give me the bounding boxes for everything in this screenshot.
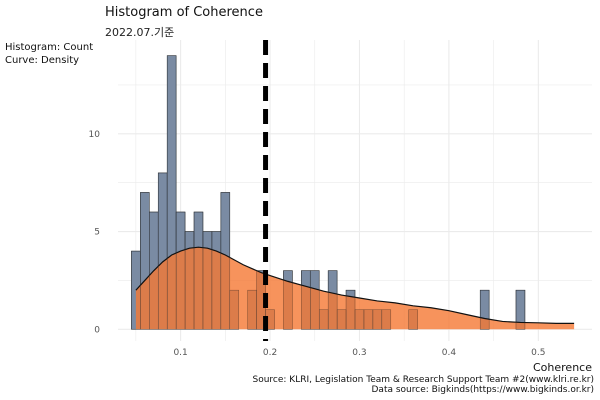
histogram-bar-outline [515,289,526,330]
x-tick-label: 0.2 [263,348,277,358]
x-tick-label: 0.5 [531,348,545,358]
histogram-bar-outline [310,270,320,330]
histogram-bar-outline [327,270,338,330]
histogram-bar-outline [408,309,418,330]
density-curve [135,246,575,325]
caption-data-source: Data source: Bigkinds(https://www.bigkin… [371,385,595,395]
histogram-bar-outline [229,289,239,330]
chart-title: Histogram of Coherence [105,5,263,20]
histogram-bar-outline [166,55,177,330]
x-tick-label: 0.3 [352,348,366,358]
density-area [135,247,575,330]
caption-source: Source: KLRI, Legislation Team & Researc… [252,375,594,385]
y-label-line-histogram: Histogram: Count [5,42,94,53]
density-layer [131,55,575,330]
x-tick-label: 0.1 [173,348,187,358]
histogram-bar-outline [381,309,391,330]
tick-labels: 0.1 0.2 0.3 0.4 0.5 0 5 10 [89,130,546,358]
histogram-bar-outline [283,270,293,330]
y-tick-label: 10 [89,130,101,140]
y-tick-label: 0 [94,325,100,335]
x-tick-label: 0.4 [442,348,457,358]
y-tick-label: 5 [94,228,100,238]
y-axis-label: Histogram: Count Curve: Density [5,41,93,67]
caption: Source: KLRI, Legislation Team & Researc… [252,375,594,395]
chart-subtitle: 2022.07.기준 [105,26,175,39]
y-label-line-curve: Curve: Density [5,55,80,66]
histogram-bar-outline [220,192,230,330]
x-axis-label: Coherence [533,361,592,374]
histogram-bar-outline [480,289,490,330]
